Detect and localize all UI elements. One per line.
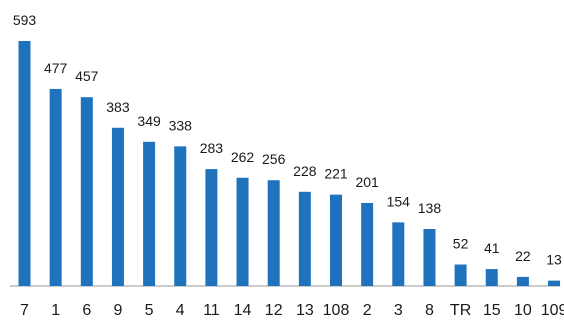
- value-label-15: 41: [484, 240, 500, 256]
- value-label-1: 477: [44, 60, 68, 76]
- category-label-13: 13: [296, 302, 314, 319]
- bar-9: [111, 127, 124, 286]
- value-label-TR: 52: [453, 236, 469, 252]
- bar-3: [392, 222, 405, 286]
- value-label-9: 383: [106, 99, 130, 115]
- value-label-4: 338: [169, 117, 193, 133]
- category-label-14: 14: [234, 302, 252, 319]
- value-label-7: 593: [13, 12, 37, 28]
- bar-2: [361, 202, 374, 286]
- bar-8: [423, 228, 436, 286]
- value-labels-group: 593 477 457 383 349 338 283 262 256 228 221 201 154 1…: [13, 12, 562, 268]
- value-label-8: 138: [418, 200, 442, 216]
- value-label-11: 283: [200, 140, 224, 156]
- value-label-13: 228: [293, 163, 317, 179]
- bar-4: [174, 146, 187, 286]
- bar-109: [548, 280, 561, 286]
- category-label-TR: TR: [450, 302, 471, 319]
- category-label-6: 6: [82, 302, 91, 319]
- bar-10: [516, 276, 529, 286]
- category-label-109: 109: [541, 302, 564, 319]
- category-label-3: 3: [394, 302, 403, 319]
- value-label-108: 221: [324, 166, 348, 182]
- category-label-1: 1: [51, 302, 60, 319]
- category-label-7: 7: [20, 302, 29, 319]
- bar-1: [49, 88, 62, 287]
- category-labels-group: 7 1 6 9 5 4 11 14 12 13 108 2 3 8 TR 15 10 109: [20, 302, 564, 319]
- value-label-5: 349: [137, 113, 161, 129]
- bars-group: [18, 41, 561, 287]
- category-label-8: 8: [425, 302, 434, 319]
- category-label-108: 108: [323, 302, 350, 319]
- category-label-15: 15: [483, 302, 501, 319]
- bar-14: [236, 177, 249, 286]
- bar-11: [205, 169, 218, 286]
- value-label-12: 256: [262, 151, 286, 167]
- value-label-10: 22: [515, 248, 531, 264]
- value-label-14: 262: [231, 149, 255, 165]
- category-label-4: 4: [176, 302, 185, 319]
- bar-7: [18, 41, 31, 286]
- category-label-11: 11: [203, 302, 220, 319]
- category-label-9: 9: [113, 302, 122, 319]
- bar-6: [80, 97, 93, 286]
- category-label-10: 10: [514, 302, 532, 319]
- category-label-12: 12: [265, 302, 283, 319]
- value-label-6: 457: [75, 68, 99, 84]
- bar-5: [143, 141, 156, 286]
- value-label-3: 154: [387, 193, 411, 209]
- bar-TR: [454, 264, 467, 286]
- category-label-5: 5: [145, 302, 154, 319]
- bar-12: [267, 180, 280, 286]
- value-label-109: 13: [546, 252, 562, 268]
- category-label-2: 2: [363, 302, 372, 319]
- value-label-2: 201: [355, 174, 379, 190]
- bar-108: [330, 194, 342, 286]
- bar-15: [485, 269, 498, 286]
- bar-13: [298, 191, 311, 286]
